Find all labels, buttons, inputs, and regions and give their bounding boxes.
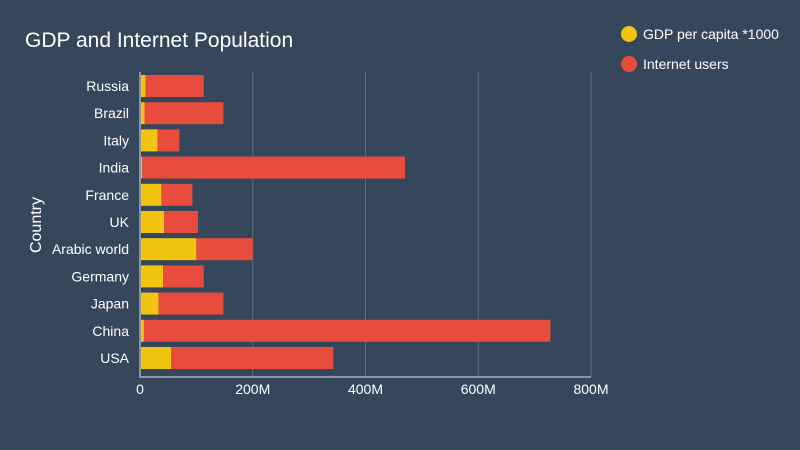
bar-japan-series-0[interactable]	[140, 292, 159, 315]
category-label-usa: USA	[100, 350, 129, 366]
bar-usa-series-1[interactable]	[171, 347, 334, 369]
bar-japan-series-1[interactable]	[158, 292, 224, 315]
bar-china-series-1[interactable]	[143, 319, 551, 342]
bar-arabic-world-series-1[interactable]	[196, 238, 253, 261]
x-tick-label-2: 400M	[348, 381, 383, 397]
category-label-brazil: Brazil	[94, 105, 129, 121]
x-tick-label-1: 200M	[235, 381, 270, 397]
bar-arabic-world-series-0[interactable]	[140, 238, 197, 261]
chart-title: GDP and Internet Population	[25, 29, 293, 52]
category-label-china: China	[92, 323, 129, 339]
bar-uk-series-0[interactable]	[140, 211, 165, 233]
legend-label-0[interactable]: GDP per capita *1000	[643, 26, 779, 42]
legend[interactable]: GDP per capita *1000 Internet users	[621, 26, 779, 72]
legend-label-1[interactable]: Internet users	[643, 56, 729, 72]
bar-russia-series-1[interactable]	[145, 75, 204, 97]
legend-marker-1[interactable]	[621, 56, 637, 72]
bar-italy-series-1[interactable]	[157, 129, 180, 152]
category-label-japan: Japan	[91, 296, 129, 312]
bar-france-series-0[interactable]	[140, 183, 162, 206]
bar-italy-series-0[interactable]	[140, 129, 158, 152]
category-label-france: France	[85, 187, 129, 203]
category-label-russia: Russia	[86, 78, 129, 94]
bars	[140, 75, 551, 369]
bar-germany-series-0[interactable]	[140, 265, 164, 288]
bar-usa-series-0[interactable]	[140, 347, 172, 369]
y-axis-categories: Russia Brazil Italy India France UK Arabic wor…	[52, 78, 130, 366]
bar-france-series-1[interactable]	[161, 183, 193, 206]
x-tick-label-0: 0	[136, 381, 144, 397]
bar-india-series-1[interactable]	[142, 156, 405, 179]
category-label-arabic-world: Arabic world	[52, 241, 129, 257]
x-axis-ticks: 0 200M 400M 600M 800M	[136, 381, 608, 397]
bar-india-series-0[interactable]	[140, 156, 143, 179]
legend-marker-0[interactable]	[621, 26, 637, 42]
bar-uk-series-1[interactable]	[164, 211, 199, 233]
bar-germany-series-1[interactable]	[163, 265, 204, 288]
x-tick-label-4: 800M	[573, 381, 608, 397]
bar-china-series-0[interactable]	[140, 319, 144, 342]
category-label-italy: Italy	[103, 132, 129, 148]
category-label-uk: UK	[110, 214, 130, 230]
category-label-india: India	[99, 160, 130, 176]
bar-brazil-series-0[interactable]	[140, 102, 145, 125]
x-tick-label-3: 600M	[461, 381, 496, 397]
bar-brazil-series-1[interactable]	[144, 102, 224, 125]
bar-russia-series-0[interactable]	[140, 75, 146, 97]
category-label-germany: Germany	[71, 268, 129, 284]
y-axis-title: Country	[28, 197, 45, 253]
